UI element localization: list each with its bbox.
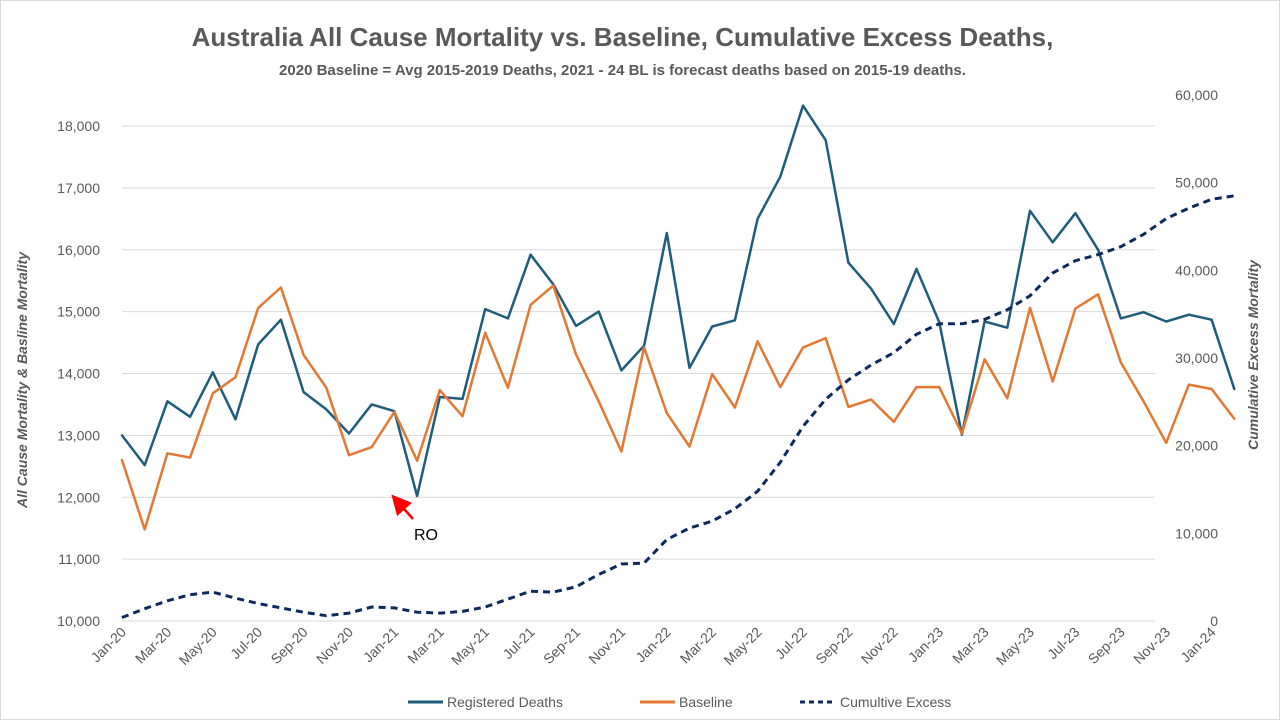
x-tick-label: Mar-21 <box>404 624 447 667</box>
legend: Registered Deaths Baseline Cumultive Exc… <box>408 694 951 710</box>
x-axis-ticks: Jan-20 Mar-20 May-20 Jul-20 Sep-20 Nov-20 Jan-… <box>88 624 1219 668</box>
chart-title: Australia All Cause Mortality vs. Baseli… <box>191 22 1054 52</box>
x-tick-label: Jan-20 <box>88 624 130 666</box>
left-tick-label: 18,000 <box>57 118 100 134</box>
right-tick-label: 40,000 <box>1175 262 1218 278</box>
x-tick-label: Jan-23 <box>905 624 947 666</box>
x-tick-label: Sep-23 <box>1085 624 1128 667</box>
x-tick-label: May-20 <box>176 624 220 668</box>
series-line-registered-deaths <box>120 104 1236 498</box>
x-tick-label: Jul-22 <box>772 624 810 662</box>
x-tick-label: May-23 <box>993 624 1037 668</box>
right-tick-label: 30,000 <box>1175 350 1218 366</box>
left-tick-label: 11,000 <box>58 551 100 567</box>
left-axis-title: All Cause Mortality & Basline Mortality <box>14 251 30 509</box>
x-tick-label: Nov-23 <box>1130 624 1173 667</box>
right-tick-label: 50,000 <box>1175 175 1218 191</box>
ro-label: RO <box>414 527 438 544</box>
left-tick-label: 17,000 <box>57 180 100 196</box>
x-tick-label: Nov-21 <box>585 624 628 667</box>
ro-arrow <box>391 494 414 520</box>
x-tick-label: Jul-23 <box>1044 624 1082 662</box>
series-line-cumultive-excess <box>121 194 1235 619</box>
x-tick-label: Sep-22 <box>812 624 855 667</box>
left-tick-label: 16,000 <box>57 242 100 258</box>
right-axis-ticks: 0 10,000 20,000 30,000 40,000 50,000 60,000 <box>1175 87 1218 629</box>
x-tick-label: Sep-20 <box>267 624 310 667</box>
x-tick-label: Mar-20 <box>132 624 175 667</box>
x-tick-label: Jul-21 <box>499 624 537 662</box>
x-tick-label: Jan-21 <box>360 624 402 666</box>
x-tick-label: Jan-24 <box>1177 624 1219 666</box>
series-line-baseline <box>120 284 1236 531</box>
legend-label-baseline: Baseline <box>679 694 733 710</box>
right-tick-label: 10,000 <box>1175 525 1218 541</box>
left-axis-ticks: 10,000 11,000 12,000 13,000 14,000 15,000 16,0… <box>57 118 100 629</box>
chart-subtitle: 2020 Baseline = Avg 2015-2019 Deaths, 20… <box>279 62 966 79</box>
x-tick-label: Sep-21 <box>540 624 583 667</box>
left-tick-label: 15,000 <box>57 304 100 320</box>
x-tick-label: Nov-22 <box>858 624 901 667</box>
x-tick-label: Jul-20 <box>227 624 265 662</box>
x-tick-label: Mar-22 <box>677 624 720 667</box>
x-tick-label: May-21 <box>448 624 492 668</box>
right-tick-label: 20,000 <box>1175 438 1218 454</box>
x-tick-label: Jan-22 <box>632 624 674 666</box>
legend-label-cumulative-excess: Cumultive Excess <box>840 694 951 710</box>
left-tick-label: 14,000 <box>57 366 100 382</box>
legend-label-registered-deaths: Registered Deaths <box>447 694 563 710</box>
left-tick-label: 10,000 <box>57 613 100 629</box>
left-tick-label: 13,000 <box>57 427 100 443</box>
gridlines <box>122 125 1155 622</box>
x-tick-label: Mar-23 <box>949 624 992 667</box>
right-tick-label: 0 <box>1210 613 1218 629</box>
x-tick-label: Nov-20 <box>313 624 356 667</box>
series-lines <box>120 104 1236 619</box>
left-tick-label: 12,000 <box>57 489 100 505</box>
x-tick-label: May-22 <box>720 624 764 668</box>
right-tick-label: 60,000 <box>1175 87 1218 103</box>
ro-annotation: RO <box>391 494 438 544</box>
right-axis-title: Cumulative Excess Mortality <box>1245 259 1261 450</box>
